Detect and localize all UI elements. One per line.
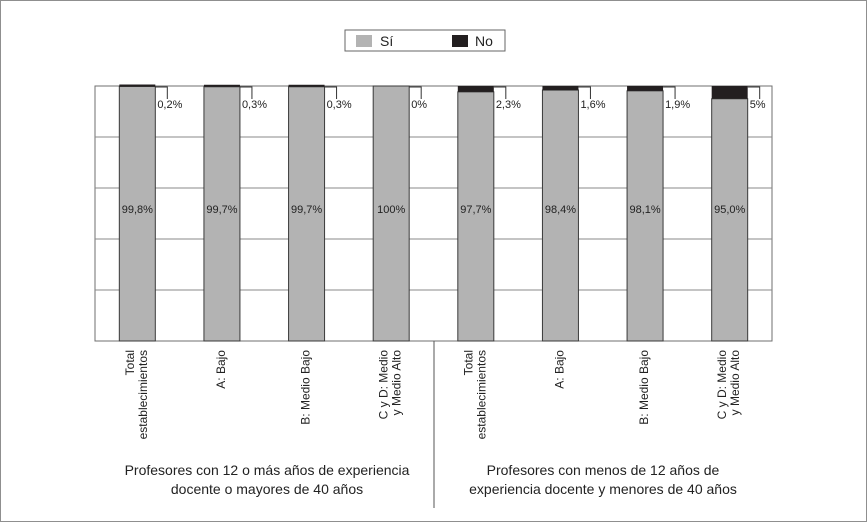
legend-label-si: Sí xyxy=(380,33,393,49)
data-label-no: 5% xyxy=(750,99,766,111)
plot-area xyxy=(94,85,773,342)
data-label-si: 100% xyxy=(377,204,405,216)
category-label: B: Medio Bajo xyxy=(637,350,651,425)
data-label-si: 99,8% xyxy=(122,204,153,216)
data-label-si: 95,0% xyxy=(714,204,745,216)
category-label: y Medio Alto xyxy=(390,350,404,416)
callout-leader xyxy=(578,86,591,99)
legend-swatch-no xyxy=(452,35,468,47)
bar-si xyxy=(118,86,156,342)
bar-no xyxy=(542,86,579,91)
legend-swatch-si xyxy=(356,35,372,47)
callout-leader xyxy=(155,86,168,99)
data-label-si: 99,7% xyxy=(291,204,322,216)
category-label: establecimientos xyxy=(474,350,488,439)
category-label: y Medio Alto xyxy=(728,350,742,416)
data-label-no: 2,3% xyxy=(496,99,521,111)
bar-si xyxy=(372,85,410,342)
bar-si xyxy=(711,98,749,342)
bar-si xyxy=(541,89,579,342)
bar-no xyxy=(288,84,325,87)
callout-leader xyxy=(663,86,676,99)
group-label: Profesores con 12 o más años de experien… xyxy=(125,462,410,478)
data-label-si: 98,4% xyxy=(545,204,576,216)
callout-leader xyxy=(409,86,422,99)
callout-leader xyxy=(324,86,338,99)
category-label: establecimientos xyxy=(136,350,150,439)
category-label: A: Bajo xyxy=(552,350,566,389)
callout-leader xyxy=(239,86,253,99)
bar-no xyxy=(711,86,748,99)
bar-no xyxy=(203,84,240,87)
data-label-si: 97,7% xyxy=(460,204,491,216)
bar-no xyxy=(457,86,494,92)
bar-si xyxy=(626,90,664,342)
data-label-no: 0,2% xyxy=(157,99,182,111)
bar-no xyxy=(119,84,156,87)
group-label: Profesores con menos de 12 años de xyxy=(487,462,720,478)
bar-si xyxy=(457,91,495,342)
category-label: Total xyxy=(461,350,475,375)
category-label: A: Bajo xyxy=(214,350,228,389)
data-label-no: 1,6% xyxy=(580,99,605,111)
bar-no xyxy=(627,86,664,91)
group-label: experiencia docente y menores de 40 años xyxy=(469,481,737,497)
data-label-no: 1,9% xyxy=(665,99,690,111)
data-label-no: 0,3% xyxy=(327,99,352,111)
bar-si xyxy=(288,86,326,342)
category-label: Total xyxy=(123,350,137,375)
group-label: docente o mayores de 40 años xyxy=(171,481,363,497)
callout-leader xyxy=(747,86,761,99)
category-label: C y D: Medio xyxy=(715,350,729,420)
callout-leader xyxy=(493,86,507,99)
data-label-si: 99,7% xyxy=(206,204,237,216)
bar-si xyxy=(203,86,241,342)
data-label-no: 0% xyxy=(411,99,427,111)
category-label: C y D: Medio xyxy=(377,350,391,420)
data-label-no: 0,3% xyxy=(242,99,267,111)
legend-label-no: No xyxy=(475,33,493,49)
category-label: B: Medio Bajo xyxy=(299,350,313,425)
data-label-si: 98,1% xyxy=(629,204,660,216)
